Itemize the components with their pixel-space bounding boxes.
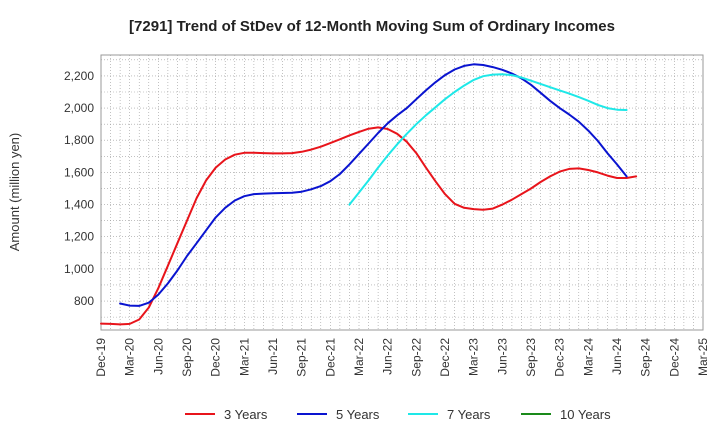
y-tick-label: 2,200 — [64, 69, 94, 83]
x-tick-label: Dec-21 — [323, 338, 337, 377]
y-tick-label: 1,400 — [64, 198, 94, 212]
series-line-7-years — [348, 73, 628, 206]
y-tick-label: 1,000 — [64, 262, 94, 276]
legend-label-7-years: 7 Years — [447, 407, 491, 422]
series-line-3-years — [100, 126, 638, 326]
x-tick-label: Jun-22 — [381, 338, 395, 375]
y-axis-ticks: 800 1,000 1,200 1,400 1,600 1,800 2,000 2,200 — [64, 69, 94, 308]
x-tick-label: Sep-21 — [295, 338, 309, 377]
x-tick-label: Jun-23 — [495, 338, 509, 375]
x-tick-label: Jun-20 — [151, 338, 165, 375]
horizontal-gridlines — [101, 59, 703, 318]
x-tick-label: Jun-24 — [610, 338, 624, 375]
x-tick-label: Sep-24 — [639, 338, 653, 377]
plot-frame — [100, 54, 704, 331]
x-tick-label: Sep-22 — [409, 338, 423, 377]
series-lines — [100, 63, 638, 326]
legend-label-5-years: 5 Years — [336, 407, 380, 422]
x-tick-label: Dec-23 — [553, 338, 567, 377]
plot-area — [100, 54, 704, 331]
x-tick-label: Dec-24 — [667, 338, 681, 377]
x-axis-ticks: Dec-19 Mar-20 Jun-20 Sep-20 Dec-20 Mar-21 Jun-… — [94, 338, 710, 377]
legend-label-3-years: 3 Years — [224, 407, 268, 422]
y-tick-label: 800 — [74, 294, 94, 308]
x-tick-label: Sep-20 — [180, 338, 194, 377]
x-tick-label: Dec-19 — [94, 338, 108, 377]
x-tick-label: Mar-23 — [467, 338, 481, 376]
x-tick-label: Dec-20 — [209, 338, 223, 377]
x-tick-label: Mar-25 — [696, 338, 710, 376]
vertical-gridlines — [110, 55, 694, 330]
series-line-5-years — [119, 63, 628, 307]
x-tick-label: Dec-22 — [438, 338, 452, 377]
y-tick-label: 2,000 — [64, 101, 94, 115]
legend-label-10-years: 10 Years — [560, 407, 611, 422]
y-tick-label: 1,200 — [64, 230, 94, 244]
x-tick-label: Mar-24 — [581, 338, 595, 376]
x-tick-label: Jun-21 — [266, 338, 280, 375]
legend: 3 Years 5 Years 7 Years 10 Years — [185, 407, 611, 422]
y-axis-label: Amount (million yen) — [7, 133, 22, 252]
y-tick-label: 1,600 — [64, 165, 94, 179]
y-tick-label: 1,800 — [64, 133, 94, 147]
chart-title: [7291] Trend of StDev of 12-Month Moving… — [129, 18, 615, 35]
x-tick-label: Mar-20 — [123, 338, 137, 376]
x-tick-label: Mar-22 — [352, 338, 366, 376]
x-tick-label: Mar-21 — [237, 338, 251, 376]
x-tick-label: Sep-23 — [524, 338, 538, 377]
